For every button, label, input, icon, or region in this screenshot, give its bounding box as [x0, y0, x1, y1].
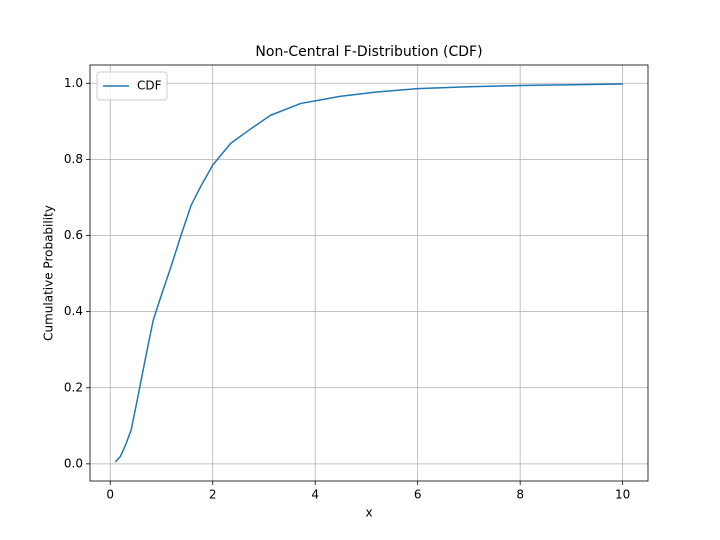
- x-axis-label: x: [365, 506, 372, 520]
- y-tick-label: 0.8: [64, 152, 83, 166]
- y-tick-label: 0.2: [64, 380, 83, 394]
- x-tick-label: 2: [209, 488, 217, 502]
- y-tick-label: 0.6: [64, 228, 83, 242]
- y-tick-label: 0.0: [64, 456, 83, 470]
- x-tick-label: 8: [516, 488, 524, 502]
- x-tick-label: 6: [414, 488, 422, 502]
- chart-title: Non-Central F-Distribution (CDF): [255, 44, 482, 60]
- legend-box: [96, 71, 168, 101]
- axes-frame: [89, 64, 649, 482]
- x-tick-label: 10: [615, 488, 630, 502]
- line: [114, 83, 623, 463]
- y-axis-label: Cumulative Probability: [42, 205, 56, 341]
- y-tick-label: 1.0: [64, 76, 83, 90]
- x-tick-label: 4: [311, 488, 319, 502]
- legend-label: CDF: [137, 79, 162, 93]
- x-tick-label: 0: [106, 488, 114, 502]
- y-tick-label: 0.4: [64, 304, 83, 318]
